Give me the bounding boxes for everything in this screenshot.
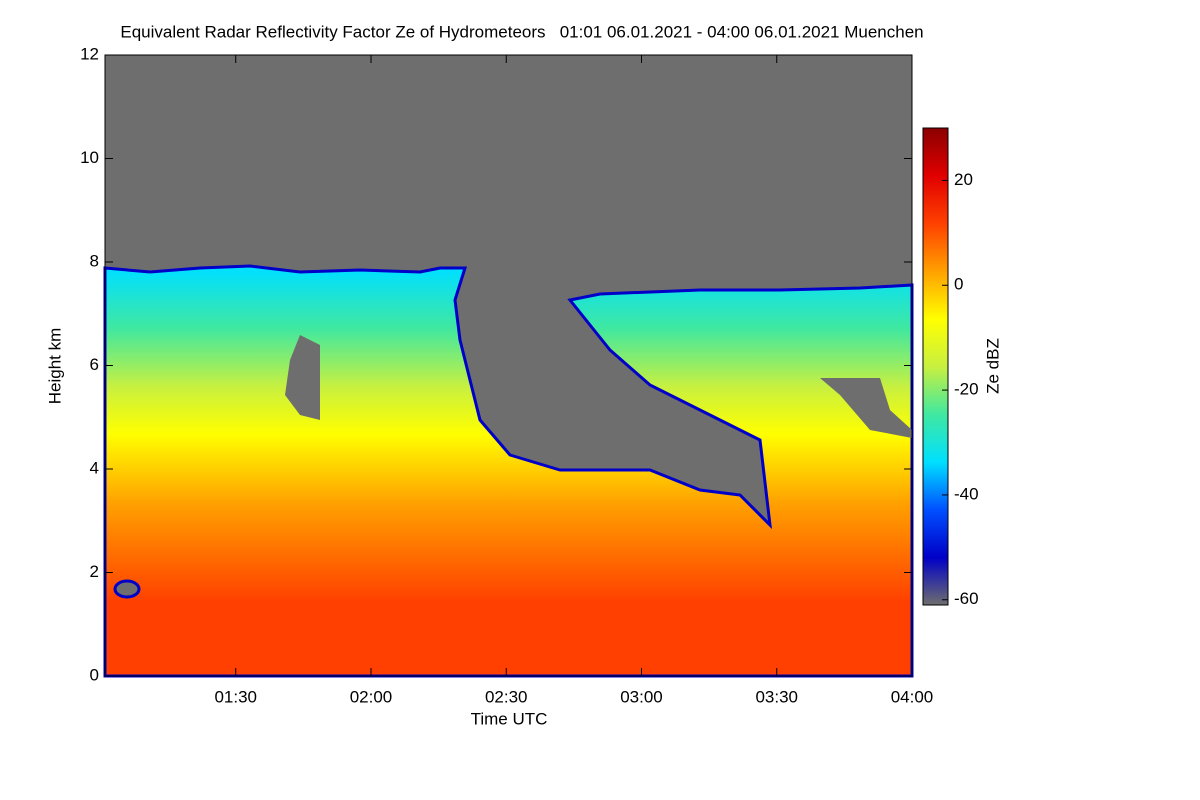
y-tick-label: 0: [90, 665, 99, 684]
x-tick-label: 03:30: [755, 687, 798, 706]
y-tick-label: 10: [80, 148, 99, 167]
colorbar-tick-label: -40: [954, 484, 979, 503]
y-axis-label: Height km: [45, 328, 64, 405]
colorbar-tick-label: 20: [954, 170, 973, 189]
y-tick-label: 4: [90, 458, 99, 477]
heatmap-gap: [285, 335, 320, 420]
x-tick-label: 03:00: [620, 687, 663, 706]
x-tick-label: 02:00: [350, 687, 393, 706]
heatmap-gap: [820, 378, 912, 438]
y-tick-label: 2: [90, 562, 99, 581]
x-axis-label: Time UTC: [471, 709, 548, 728]
x-tick-label: 02:30: [485, 687, 528, 706]
colorbar-tick-label: 0: [954, 275, 963, 294]
y-tick-label: 8: [90, 251, 99, 270]
chart-title: Equivalent Radar Reflectivity Factor Ze …: [120, 22, 923, 41]
y-tick-label: 12: [80, 44, 99, 63]
plot-area: [103, 54, 914, 678]
colorbar-tick-label: -20: [954, 380, 979, 399]
colorbar-label: Ze dBZ: [983, 338, 1002, 394]
heatmap-gap: [113, 579, 141, 599]
y-tick-label: 6: [90, 355, 99, 374]
colorbar: [922, 127, 949, 606]
x-tick-label: 04:00: [891, 687, 934, 706]
x-tick-label: 01:30: [214, 687, 257, 706]
colorbar-tick-label: -60: [954, 589, 979, 608]
